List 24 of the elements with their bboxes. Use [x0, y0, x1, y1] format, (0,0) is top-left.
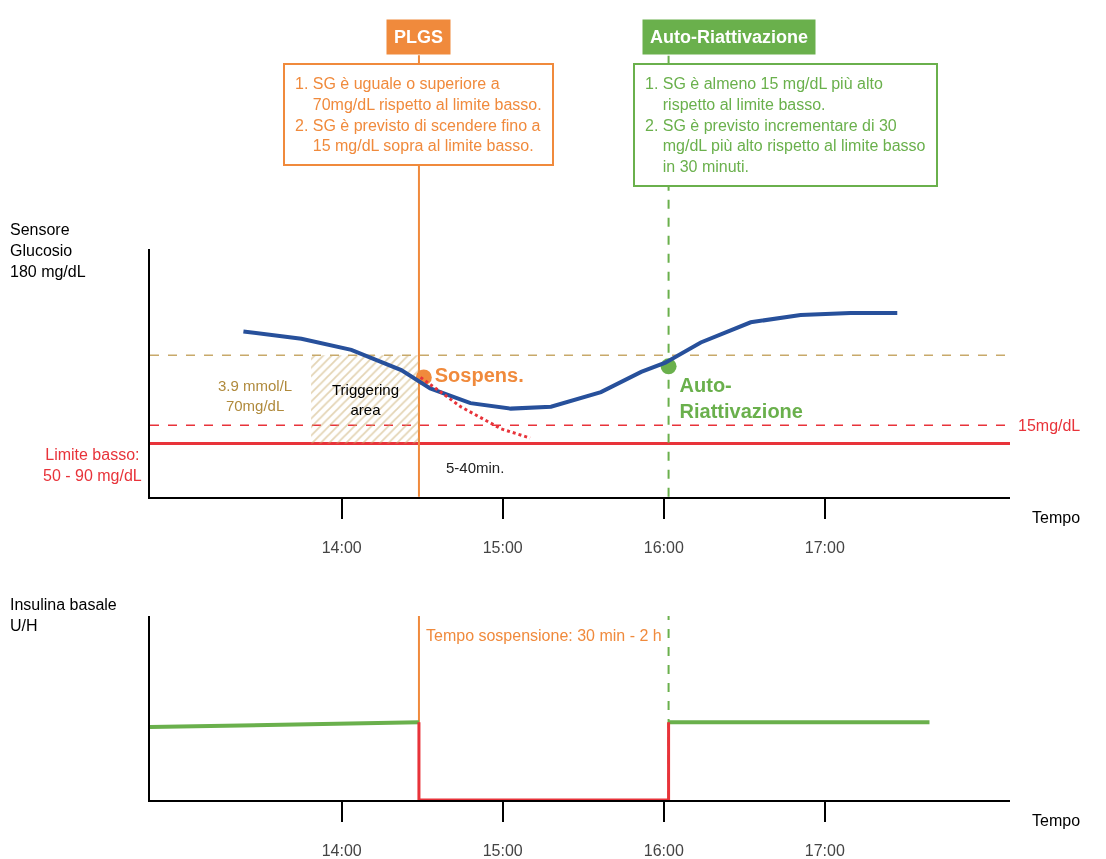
x-tick-label: 16:00 [643, 539, 684, 556]
x-axis-title: Tempo [1032, 509, 1081, 526]
annotation: 5-40min. [446, 459, 505, 476]
x-tick-label: 17:00 [804, 539, 845, 556]
text: Limite basso: 50 - 90 mg/dL [43, 446, 142, 484]
annotation: 3.9 mmol/L 70mg/dL [218, 377, 293, 414]
text: Tempo sospensione: 30 min - 2 h [426, 627, 662, 644]
text: 1. SG è uguale o superiore a 70mg/dL rispetto al limite basso. 2. SG è previsto di scendere fino a 15 mg/dL sopra al limite basso. [295, 75, 542, 155]
x-tick-label: 14:00 [321, 539, 362, 556]
text: 1. SG è almeno 15 mg/dL più alto rispetto al limite basso. 2. SG è previsto incrementare di 30 mg/dL più alto rispetto al limite basso in 30 minuti. [645, 75, 926, 176]
band-label: Triggering area [332, 381, 399, 418]
x-axis-title: Tempo [1032, 812, 1081, 829]
x-tick-label: 14:00 [321, 842, 362, 859]
ref-line-label: Auto-Riattivazione [650, 27, 809, 47]
series-label: Auto- Riattivazione [679, 374, 803, 423]
ref-line-label: PLGS [394, 27, 444, 47]
y-axis-title: Insulina basale U/H [10, 596, 117, 634]
x-tick-label: 16:00 [643, 842, 684, 859]
x-tick-label: 15:00 [482, 842, 523, 859]
y-axis-title: Sensore Glucosio 180 mg/dL [10, 221, 86, 280]
x-tick-label: 15:00 [482, 539, 523, 556]
ref-line-label: 15mg/dL [1018, 417, 1081, 434]
series-label: Sospens. [434, 364, 524, 387]
x-tick-label: 17:00 [804, 842, 845, 859]
